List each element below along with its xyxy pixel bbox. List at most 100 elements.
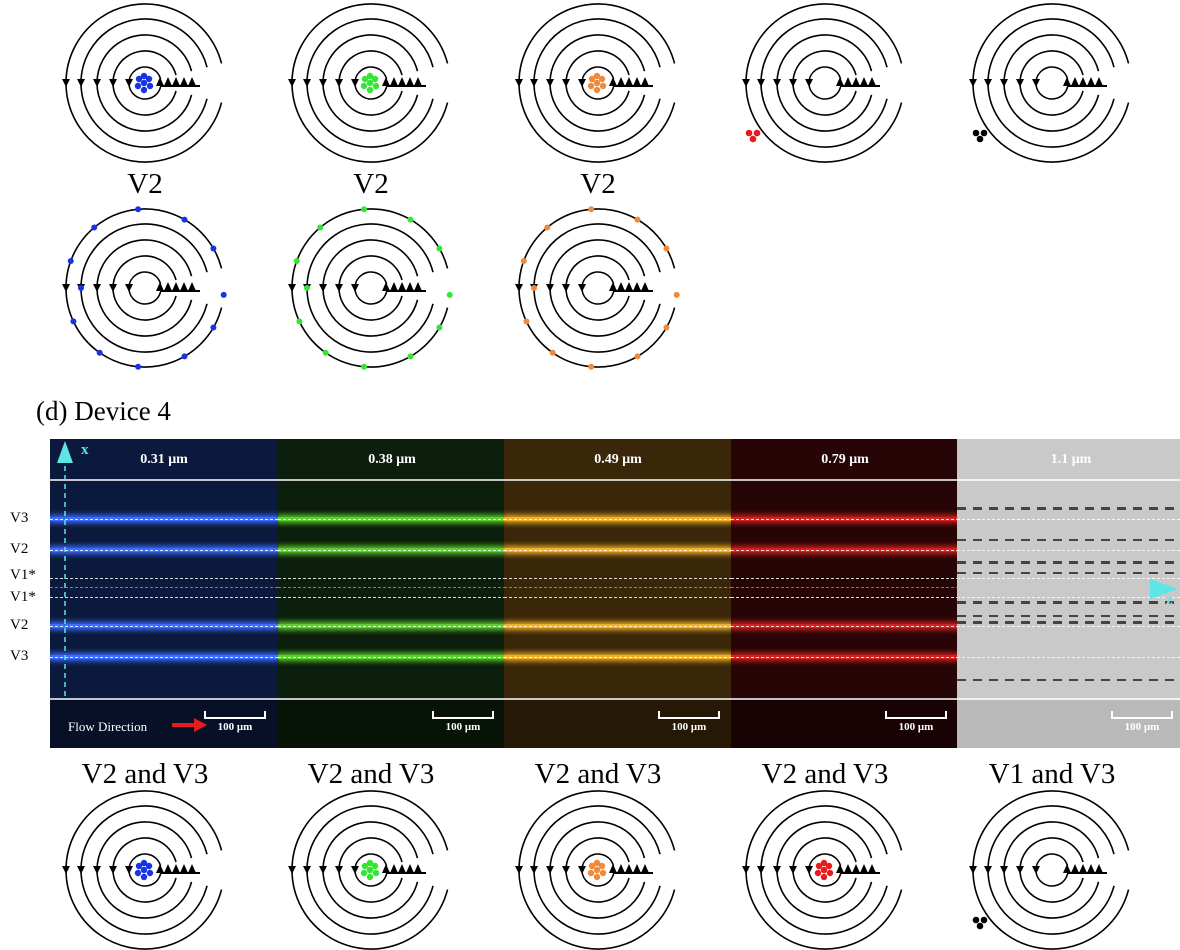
caption-bottom-1: V2 and V3	[81, 758, 209, 790]
position-guide-line	[731, 597, 959, 598]
particle-streak	[957, 615, 1180, 617]
channel-wall	[731, 698, 959, 700]
position-guide-line	[504, 578, 732, 579]
outlet-arrowhead-icon	[172, 282, 180, 291]
flow-arrowhead-icon	[773, 866, 781, 874]
outlet-arrowhead-icon	[188, 864, 196, 873]
flow-arrowhead-icon	[335, 79, 343, 87]
particle-blue	[140, 72, 148, 80]
particle-black	[976, 922, 984, 930]
particle-blue	[146, 82, 154, 90]
outlet-arrowhead-icon	[1087, 864, 1095, 873]
particle-green	[366, 86, 374, 94]
flow-arrowhead-icon	[742, 79, 750, 87]
position-guide-line	[50, 550, 278, 551]
position-guide-line	[957, 550, 1180, 551]
flow-arrowhead-icon	[303, 79, 311, 87]
row-label-v1-bottom: V1*	[10, 589, 36, 605]
position-guide-line	[278, 597, 506, 598]
z-axis-arrow	[1150, 579, 1178, 599]
outlet-arrowhead-icon	[180, 864, 188, 873]
channel-wall	[957, 698, 1180, 700]
particle-green	[407, 353, 414, 360]
flow-arrowhead-icon	[125, 79, 133, 87]
panel-size-label: 0.79 μm	[821, 452, 869, 467]
position-guide-line	[504, 550, 732, 551]
panel-size-label: 0.49 μm	[594, 452, 642, 467]
position-guide-line	[731, 587, 959, 588]
scale-bar-label: 100 μm	[898, 721, 934, 733]
particle-orange	[663, 245, 670, 252]
spiral-top-4	[742, 3, 905, 163]
spiral-loop	[972, 790, 1130, 950]
position-guide-line	[731, 519, 959, 520]
flow-arrowhead-icon	[109, 866, 117, 874]
x-axis-arrow	[57, 441, 73, 697]
particle-green	[361, 862, 369, 870]
spiral-bottom-5	[969, 790, 1132, 950]
z-axis-label: z	[1166, 592, 1173, 608]
flow-arrowhead-icon	[319, 79, 327, 87]
particle-orange	[587, 82, 595, 90]
particle-blue	[140, 86, 148, 94]
particle-blue	[78, 285, 84, 291]
flow-arrowhead-icon	[77, 866, 85, 874]
flow-arrowhead-icon	[562, 866, 570, 874]
position-guide-line	[504, 587, 732, 588]
flow-arrowhead-icon	[288, 79, 296, 87]
outlet-arrowhead-icon	[1071, 864, 1079, 873]
channel-wall	[50, 698, 278, 700]
outlet-arrowhead-icon	[641, 282, 649, 291]
flow-arrowhead-icon	[93, 79, 101, 87]
spiral-loop	[987, 805, 1115, 935]
caption-bottom-5: V1 and V3	[988, 758, 1116, 790]
flow-arrowhead-icon	[1016, 79, 1024, 87]
particle-blue	[146, 869, 154, 877]
outlet-arrowhead-icon	[617, 282, 625, 291]
particle-blue	[145, 862, 153, 870]
outlet-arrowhead-icon	[188, 282, 196, 291]
spiral-loop	[987, 18, 1115, 148]
particle-orange	[598, 75, 606, 83]
particle-black	[972, 916, 980, 924]
outlet-arrowhead-icon	[609, 282, 617, 291]
flow-arrowhead-icon	[288, 284, 296, 292]
outlet-arrowhead-icon	[625, 282, 633, 291]
particle-green	[293, 257, 300, 264]
spiral-loop	[306, 223, 434, 353]
outlet-arrowhead-icon	[868, 77, 876, 86]
channel-wall	[957, 479, 1180, 481]
outlet-arrowhead-icon	[852, 77, 860, 86]
particle-red	[745, 129, 753, 137]
flow-arrowhead-icon	[1000, 79, 1008, 87]
particle-orange	[588, 206, 595, 213]
outlet-arrowhead-icon	[844, 864, 852, 873]
flow-arrowhead-icon	[319, 866, 327, 874]
position-guide-line	[731, 578, 959, 579]
flow-arrowhead-icon	[1032, 866, 1040, 874]
flow-arrowhead-icon	[969, 79, 977, 87]
spiral-top-5	[969, 3, 1132, 163]
particle-green	[361, 206, 368, 213]
particle-blue	[134, 82, 142, 90]
spiral-loop	[972, 3, 1130, 163]
particle-green	[304, 285, 310, 291]
position-guide-line	[50, 626, 278, 627]
particle-blue	[135, 363, 142, 370]
spiral-bottom-1	[62, 790, 225, 950]
flow-direction-label: Flow Direction	[68, 719, 148, 734]
spiral-loop	[533, 223, 661, 353]
particle-streak	[957, 572, 1180, 574]
particle-green	[366, 873, 374, 881]
particle-blue	[140, 79, 148, 87]
particle-red	[820, 866, 828, 874]
particle-streak	[957, 539, 1180, 541]
spiral-loop	[1035, 853, 1069, 887]
outlet-arrowhead-icon	[414, 77, 422, 86]
outlet-arrowhead-icon	[382, 864, 390, 873]
outlet-arrowhead-icon	[1087, 77, 1095, 86]
outlet-arrowhead-icon	[633, 282, 641, 291]
flow-arrowhead-icon	[789, 79, 797, 87]
flow-arrowhead-icon	[969, 866, 977, 874]
flow-arrowhead-icon	[93, 866, 101, 874]
